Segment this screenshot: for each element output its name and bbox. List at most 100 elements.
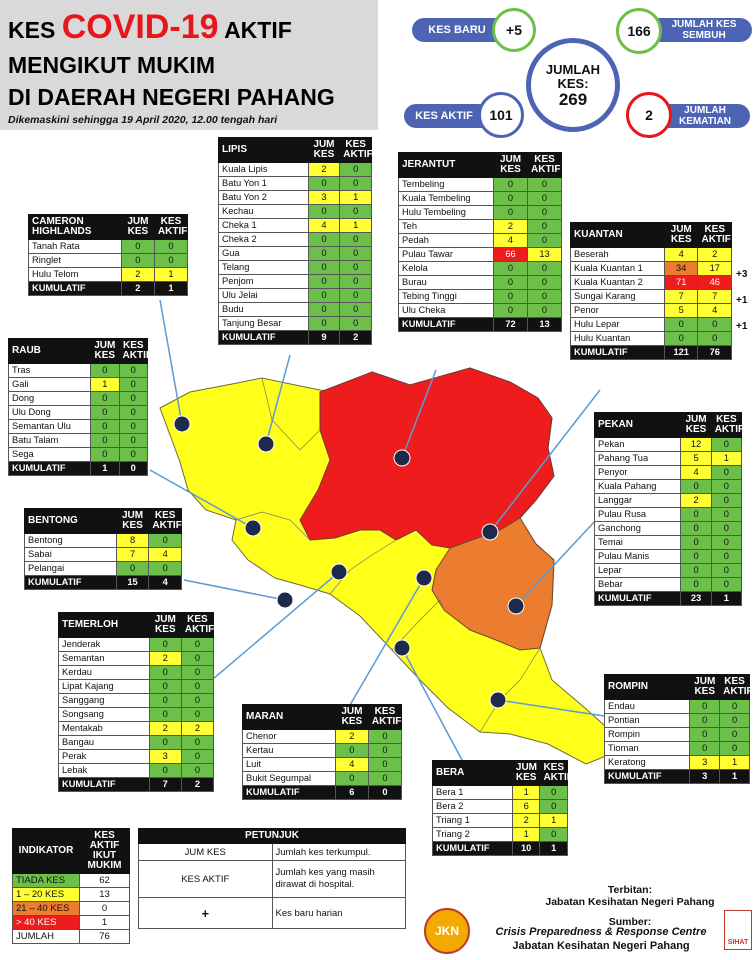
table-row: Kertau 0 0 [242,743,403,758]
mukim-name: Hulu Telom [28,267,122,282]
footer-sumber: Sumber: [608,916,652,928]
kes-aktif-cell: 0 [180,679,215,694]
jum-kes-cell: 34 [663,261,699,276]
kes-aktif-cell: 0 [339,176,372,191]
table-header: LIPIS JUM KES KES AKTIF [218,137,373,163]
kes-aktif-cell: 0 [527,275,562,290]
kes-aktif-cell: 0 [527,233,562,248]
jum-kes-cell: 5 [680,451,712,466]
kes-aktif-cell: 4 [148,547,182,562]
mukim-name: Cheka 2 [218,232,309,247]
jum-kes-cell: 0 [307,204,341,219]
mukim-name: Triang 1 [432,813,513,828]
col-kes-aktif: KES AKTIF [153,214,189,240]
mukim-name: Penyor [593,465,682,480]
kes-aktif-cell: 0 [539,799,568,814]
jum-kes-cell: 2 [493,219,528,234]
cumulative-row: KUMULATIF 15 4 [24,575,182,590]
kes-aktif-cell: 0 [710,437,743,452]
cumulative-label: KUMULATIF [570,345,665,360]
table-jerantut: JERANTUT JUM KES KES AKTIF Tembeling 0 0 Kuala… [397,152,562,332]
legend-row: + Kes baru harian [138,897,406,929]
header-panel [0,0,378,130]
jumlah-kes-label: JUMLAH KES: [545,62,601,91]
table-row: Kuala Tembeling 0 0 [397,191,562,206]
table-header: BERA JUM KES KES AKTIF [432,760,573,786]
table-row: Ulu Dong 0 0 [7,405,149,420]
mukim-name: Rompin [603,727,691,742]
kes-aktif-cell: 0 [180,665,215,680]
kes-aktif-cell: 0 [339,204,372,219]
kuantan-plus-2: +1 [736,295,748,306]
district-name: TEMERLOH [58,612,150,638]
kes-aktif-cell: 0 [719,727,750,742]
mukim-name: Temai [593,535,682,550]
col-kes-aktif: KES AKTIF [539,760,573,786]
jum-kes-cell: 0 [90,419,120,434]
table-bentong: BENTONG JUM KES KES AKTIF Bentong 8 0 Sabai 7 4 P… [24,508,182,590]
col-kes-aktif: KES AKTIF [148,508,182,534]
mukim-name: Sega [7,447,92,462]
table-row: Kechau 0 0 [218,204,372,219]
title-line-1: KES COVID-19 AKTIF [8,10,292,44]
title-kes: KES [8,17,56,43]
jum-kes-cell: 2 [148,651,182,666]
mukim-name: Pulau Rusa [593,507,682,522]
table-row: Ringlet 0 0 [28,253,189,268]
table-row: Endau 0 0 [603,699,750,714]
mukim-name: Songsang [58,707,150,722]
table-row: Tanah Rata 0 0 [28,239,189,254]
jum-kes-cell: 0 [148,679,182,694]
jum-kes-cell: 0 [120,239,155,254]
cumulative-jum-kes: 23 [680,591,712,606]
mukim-name: Bera 2 [432,799,513,814]
district-name: RAUB [7,338,92,364]
mukim-name: Semantan Ulu [7,419,92,434]
kes-aktif-cell: 1 [153,267,189,282]
table-maran: MARAN JUM KES KES AKTIF Chenor 2 0 Kertau 0 0 Lui… [242,704,403,800]
table-header: RAUB JUM KES KES AKTIF [7,338,152,364]
jum-kes-cell: 1 [90,377,120,392]
table-row: Hulu Tembeling 0 0 [397,205,562,220]
cumulative-row: KUMULATIF 72 13 [397,317,562,332]
table-row: Pelangai 0 0 [24,561,182,576]
col-jum-kes: JUM KES [663,222,699,248]
table-header: TEMERLOH JUM KES KES AKTIF [58,612,214,638]
cumulative-kes-aktif: 1 [719,769,750,784]
kes-aktif-banner: KES AKTIF [404,104,484,128]
jum-kes-cell: 2 [120,267,155,282]
marker-temerloh [330,563,348,581]
district-name: BERA [432,760,513,786]
district-name: MARAN [242,704,336,730]
cumulative-kes-aktif: 1 [153,281,189,296]
jum-kes-cell: 0 [148,707,182,722]
col-jum-kes: JUM KES [511,760,541,786]
kes-aktif-cell: 0 [710,479,743,494]
col-jum-kes: JUM KES [307,137,341,163]
kes-aktif-cell: 0 [527,205,562,220]
table-row: Penjom 0 0 [218,274,372,289]
table-row: Kerdau 0 0 [58,665,215,680]
mukim-name: Pontian [603,713,691,728]
jum-kes-cell: 0 [307,176,341,191]
kes-aktif-cell: 0 [180,637,215,652]
cumulative-jum-kes: 7 [148,777,182,792]
mukim-name: Luit [242,757,336,772]
marker-raub [244,519,262,537]
indicator-row: 1 – 20 KES 13 [12,887,130,902]
kes-aktif-cell: 0 [697,317,732,332]
kes-aktif-cell: 0 [710,549,743,564]
title-line-3: DI DAERAH NEGERI PAHANG [8,84,335,110]
col-jum-kes: JUM KES [115,508,150,534]
jum-kes-cell: 3 [148,749,182,764]
kes-aktif-cell: 7 [697,289,732,304]
cumulative-label: KUMULATIF [593,591,682,606]
indicator-col1: INDIKATOR [12,828,80,874]
kes-aktif-cell: 0 [339,260,372,275]
jum-kes-cell: 0 [148,735,182,750]
mukim-name: Lepar [593,563,682,578]
legend-term: JUM KES [138,843,273,861]
table-row: Chenor 2 0 [242,729,403,744]
